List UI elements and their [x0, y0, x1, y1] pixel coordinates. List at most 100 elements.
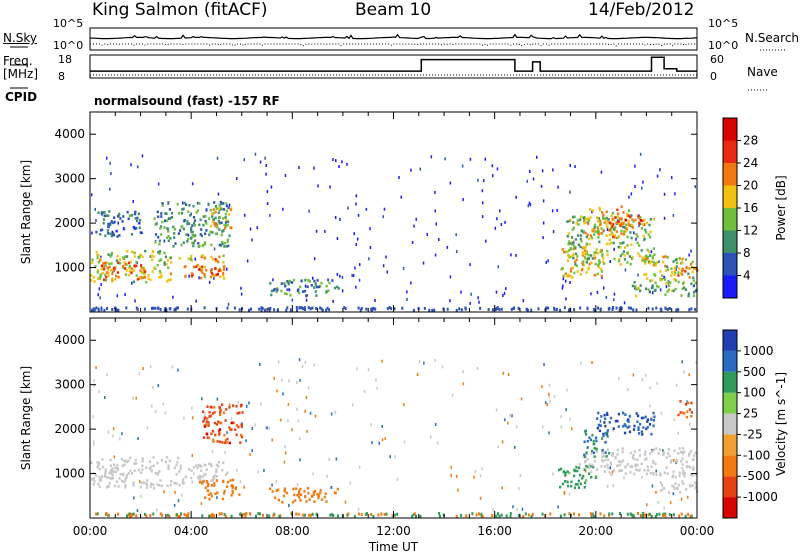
power-echo-pixel [639, 284, 642, 287]
velocity-echo-pixel [202, 410, 205, 413]
power-ground-pixel [608, 306, 611, 310]
power-echo-pixel [166, 259, 169, 262]
power-echo-pixel [188, 222, 191, 225]
velocity-echo-pixel [166, 456, 169, 459]
velocity-scatter-pixel [132, 396, 134, 400]
power-scatter-pixel [481, 215, 484, 219]
velocity-echo-pixel [281, 500, 284, 504]
power-echo-pixel [584, 257, 587, 261]
power-echo-pixel [651, 255, 654, 258]
power-echo-pixel [216, 226, 219, 229]
velocity-colorbar-swatch [723, 350, 737, 372]
velocity-echo-pixel [175, 482, 178, 485]
velocity-echo-pixel [205, 423, 208, 426]
velocity-echo-pixel [559, 485, 562, 489]
velocity-echo-pixel [213, 474, 216, 477]
power-echo-pixel [611, 211, 615, 215]
power-scatter-pixel [422, 261, 425, 265]
power-echo-pixel [139, 253, 142, 256]
power-scatter-pixel [100, 283, 102, 286]
power-echo-pixel [220, 221, 223, 224]
power-echo-pixel [631, 256, 634, 259]
power-echo-pixel [111, 272, 114, 275]
power-echo-pixel [218, 228, 221, 231]
power-echo-pixel [614, 216, 617, 219]
velocity-scatter-pixel [479, 496, 482, 500]
power-echo-pixel [601, 254, 604, 258]
power-echo-pixel [183, 219, 186, 223]
power-echo-pixel [325, 290, 328, 293]
power-echo-region [153, 200, 231, 248]
power-ground-pixel [360, 307, 363, 310]
velocity-ground-pixel [107, 513, 109, 517]
velocity-echo-pixel [234, 428, 237, 431]
power-echo-pixel [325, 284, 328, 288]
velocity-scatter-pixel [329, 485, 331, 489]
power-echo-pixel [646, 258, 649, 261]
velocity-ground-pixel [480, 512, 483, 516]
velocity-echo-pixel [319, 491, 322, 495]
power-scatter-pixel [254, 152, 257, 156]
power-scatter-pixel [308, 209, 310, 213]
velocity-echo-pixel [600, 415, 603, 418]
velocity-echo-pixel [667, 448, 670, 451]
velocity-echo-pixel [182, 478, 185, 481]
power-echo-pixel [192, 265, 195, 269]
power-echo-pixel [674, 258, 677, 262]
power-echo-pixel [648, 261, 651, 265]
velocity-scatter-pixel [203, 417, 206, 421]
power-echo-pixel [643, 259, 646, 262]
power-echo-pixel [104, 264, 107, 268]
power-echo-pixel [561, 248, 564, 251]
freq-tick-top: 18 [58, 53, 72, 66]
power-scatter-pixel [240, 286, 242, 290]
velocity-ground-pixel [689, 514, 692, 518]
power-ground-pixel [300, 306, 303, 310]
velocity-echo-pixel [196, 466, 199, 470]
power-scatter-pixel [504, 220, 506, 224]
power-scatter-pixel [562, 277, 565, 281]
power-ground-pixel [92, 307, 95, 311]
power-ground-pixel [302, 307, 305, 311]
velocity-echo-pixel [567, 484, 570, 488]
power-echo-pixel [692, 294, 696, 297]
velocity-echo-pixel [299, 487, 302, 491]
velocity-ground-pixel [259, 512, 261, 516]
power-echo-pixel [669, 281, 672, 285]
velocity-scatter-pixel [191, 454, 193, 458]
power-echo-pixel [593, 226, 596, 229]
power-echo-pixel [221, 240, 224, 244]
velocity-echo-pixel [675, 460, 678, 463]
velocity-echo-pixel [204, 496, 207, 500]
power-ground-pixel [586, 306, 589, 310]
power-scatter-pixel [603, 229, 605, 233]
velocity-scatter-pixel [518, 487, 520, 490]
power-echo-pixel [223, 268, 226, 271]
velocity-echo-pixel [104, 468, 107, 472]
velocity-ground-pixel [522, 515, 525, 518]
velocity-echo-pixel [206, 417, 209, 420]
velocity-echo-pixel [140, 481, 143, 485]
velocity-echo-pixel [683, 412, 686, 415]
xtick-label: 12:00 [376, 524, 411, 538]
power-echo-pixel [643, 218, 646, 222]
power-ground-pixel [163, 308, 166, 312]
power-echo-pixel [564, 272, 567, 275]
velocity-echo-pixel [111, 469, 114, 473]
power-scatter-pixel [601, 276, 603, 279]
velocity-echo-pixel [204, 425, 207, 428]
power-echo-pixel [567, 259, 570, 262]
power-echo-pixel [608, 228, 611, 232]
velocity-scatter-pixel [543, 363, 545, 367]
velocity-echo-pixel [124, 479, 127, 482]
velocity-echo-pixel [124, 483, 127, 487]
velocity-echo-pixel [616, 419, 619, 423]
velocity-echo-pixel [178, 470, 181, 473]
velocity-colorbar-frame [722, 329, 738, 519]
velocity-scatter-pixel [501, 486, 503, 490]
power-echo-pixel [219, 200, 222, 204]
power-scatter-pixel [413, 224, 415, 228]
velocity-echo-pixel [663, 471, 666, 474]
power-scatter-pixel [406, 290, 408, 294]
power-echo-pixel [161, 202, 164, 205]
